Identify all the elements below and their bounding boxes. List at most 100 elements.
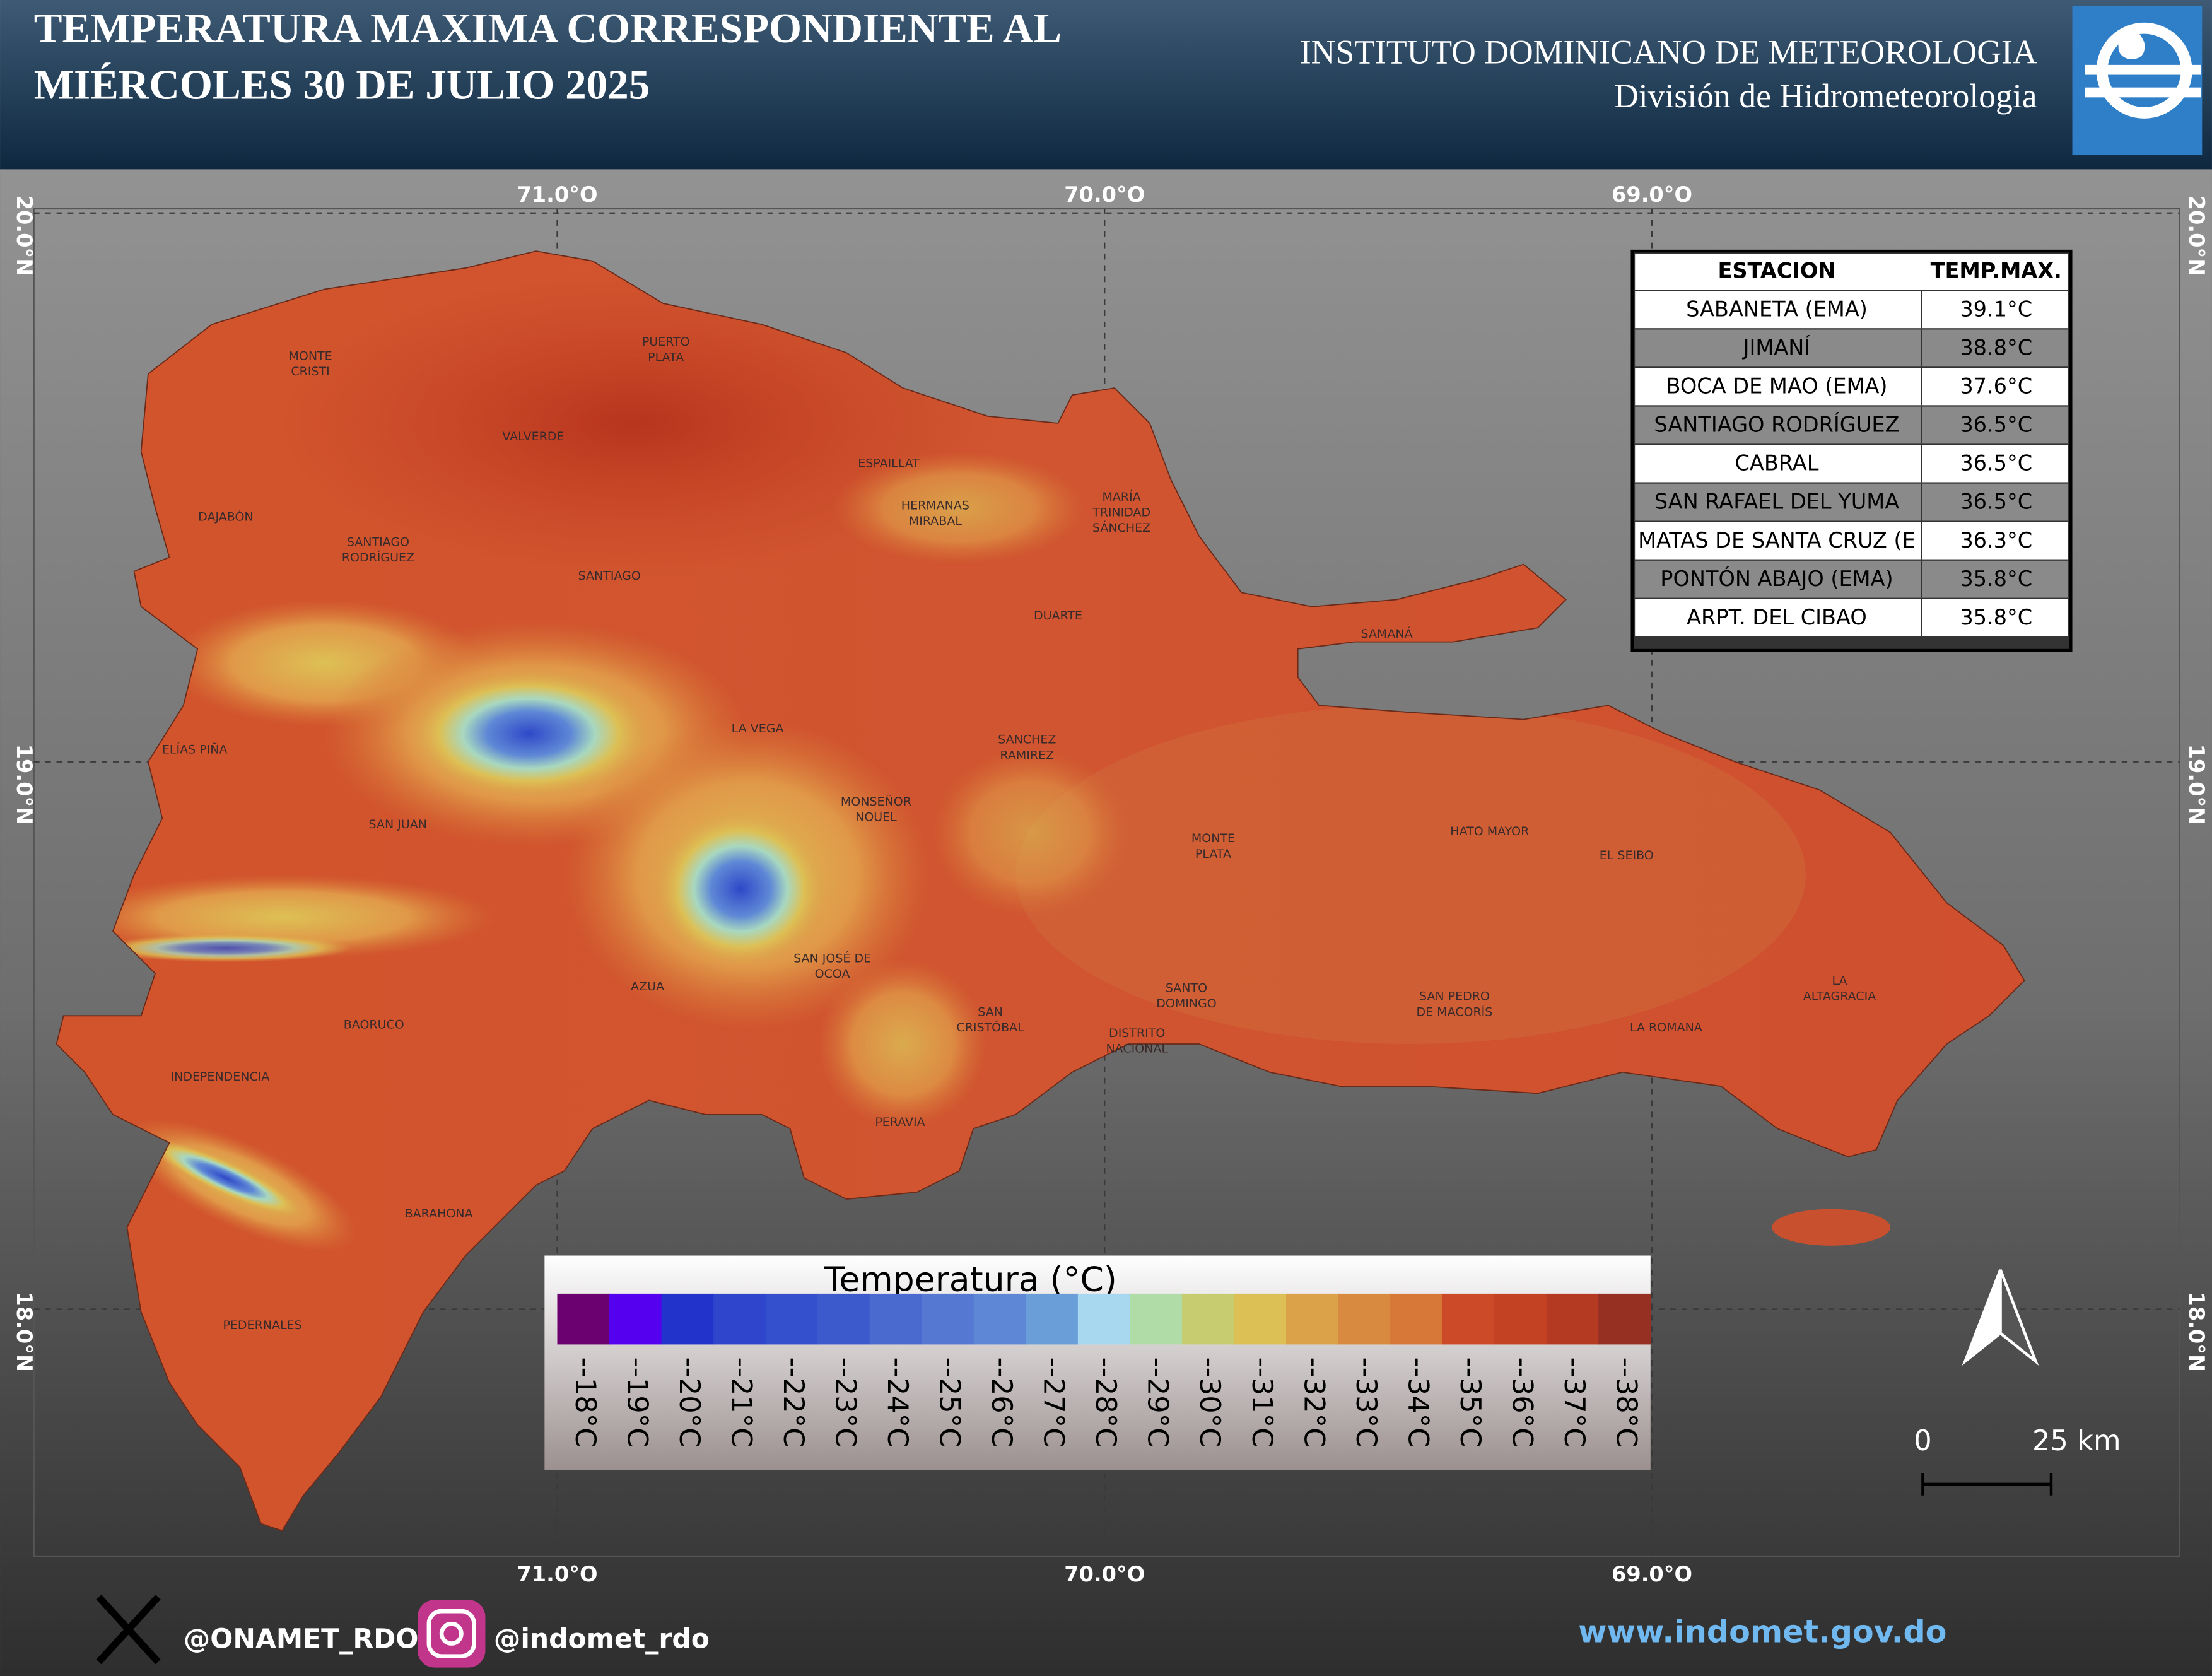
province-label: SAMANÁ <box>1361 626 1413 641</box>
province-label: INDEPENDENCIA <box>171 1070 270 1084</box>
province-label: SANCHEZ <box>998 733 1056 747</box>
latitude-label: 19.0°N <box>2184 744 2209 825</box>
legend-label: --38°C <box>1610 1357 1644 1448</box>
province-label: NOUEL <box>855 811 897 824</box>
instagram-handle[interactable]: @indomet_rdo <box>494 1624 710 1655</box>
legend-swatch <box>557 1293 611 1345</box>
legend-label: --19°C <box>621 1357 654 1448</box>
scale-bar: 0 25 km <box>1914 1424 2121 1496</box>
province-label: SÁNCHEZ <box>1092 520 1150 535</box>
legend-label: --28°C <box>1089 1357 1123 1448</box>
table-row <box>1635 368 2068 406</box>
station-name: JIMANÍ <box>1742 334 1811 360</box>
province-label: MONTE <box>1191 831 1235 845</box>
station-temp: 35.8°C <box>1960 605 2032 630</box>
latitude-label: 18.0°N <box>2184 1292 2209 1373</box>
station-name: SABANETA (EMA) <box>1686 296 1868 321</box>
legend-swatch <box>1598 1293 1651 1345</box>
legend-label: --26°C <box>985 1357 1019 1448</box>
province-label: PLATA <box>1195 847 1231 861</box>
coordinate-labels: 71.0°O 71.0°O 70.0°O 70.0°O 69.0°O 69.0°O 20.0… <box>12 182 2209 1586</box>
province-label: PUERTO <box>642 335 690 349</box>
longitude-label: 70.0°O <box>1064 182 1145 207</box>
province-label: VALVERDE <box>502 430 564 443</box>
institute-name: INSTITUTO DOMINICANO DE METEOROLOGIA <box>1300 33 2037 71</box>
instagram-icon <box>418 1600 486 1668</box>
station-temp: 36.5°C <box>1960 413 2032 437</box>
temperature-legend: Temperatura (°C) --18°C --19°C --20°C --21°… <box>544 1255 1651 1470</box>
province-label: ESPAILLAT <box>858 456 920 470</box>
station-name: CABRAL <box>1735 451 1819 476</box>
legend-label: --37°C <box>1558 1357 1591 1448</box>
legend-label: --20°C <box>673 1357 706 1448</box>
station-temp: 36.3°C <box>1960 528 2032 553</box>
legend-label: --22°C <box>777 1357 810 1448</box>
table-row <box>1635 291 2068 329</box>
legend-label: --32°C <box>1297 1357 1331 1448</box>
province-label: SANTIAGO <box>578 569 641 583</box>
province-label: DUARTE <box>1034 609 1082 623</box>
province-label: EL SEIBO <box>1600 848 1654 862</box>
legend-swatch <box>973 1293 1027 1345</box>
table-row <box>1635 406 2068 444</box>
station-temp: 35.8°C <box>1960 566 2032 591</box>
station-name: BOCA DE MAO (EMA) <box>1666 374 1887 399</box>
province-label: DAJABÓN <box>198 508 253 524</box>
website[interactable]: www.indomet.gov.do <box>1578 1613 1946 1650</box>
longitude-label: 70.0°O <box>1064 1562 1145 1586</box>
province-label: BARAHONA <box>405 1207 473 1221</box>
longitude-label: 71.0°O <box>517 1562 597 1586</box>
province-label: DOMINGO <box>1156 997 1216 1011</box>
table-row <box>1635 329 2068 367</box>
station-table: ESTACION TEMP.MAX. SABANETA (EMA) 39.1°C JIM… <box>1630 249 2073 652</box>
x-handle[interactable]: @ONAMET_RDO <box>184 1624 419 1655</box>
north-arrow <box>1962 1269 2039 1366</box>
province-label: SAN PEDRO <box>1419 990 1490 1004</box>
legend-label: --30°C <box>1193 1357 1227 1448</box>
table-header <box>1635 254 2068 290</box>
province-label: NACIONAL <box>1106 1041 1168 1055</box>
latitude-label: 20.0°N <box>2184 196 2209 276</box>
province-label: TRINIDAD <box>1092 506 1150 520</box>
province-label: SANTO <box>1166 981 1207 995</box>
latitude-label: 18.0°N <box>12 1292 37 1373</box>
province-label: SAN <box>978 1005 1003 1019</box>
station-name: SANTIAGO RODRÍGUEZ <box>1654 412 1899 437</box>
province-label: ELÍAS PIÑA <box>162 742 228 756</box>
station-temp: 36.5°C <box>1960 451 2032 476</box>
province-label: CRISTI <box>291 365 329 378</box>
province-label: LA VEGA <box>732 722 784 735</box>
legend-swatch <box>713 1293 766 1345</box>
legend-swatch <box>1077 1293 1131 1345</box>
legend-swatch <box>869 1293 923 1345</box>
province-label: RODRÍGUEZ <box>342 550 414 565</box>
province-label: BAORUCO <box>344 1017 404 1031</box>
legend-label: --33°C <box>1350 1357 1383 1448</box>
legend-swatch <box>1546 1293 1600 1345</box>
province-label: PERAVIA <box>875 1115 925 1129</box>
table-row <box>1635 599 2068 636</box>
province-label: MIRABAL <box>909 514 962 528</box>
legend-swatch <box>765 1293 819 1345</box>
legend-label: --34°C <box>1402 1357 1435 1448</box>
province-label: RAMIREZ <box>1000 748 1054 762</box>
x-icon <box>96 1594 161 1665</box>
logo <box>2072 5 2203 156</box>
legend-swatch <box>1234 1293 1287 1345</box>
header-bar <box>0 0 2212 170</box>
legend-label: --35°C <box>1454 1357 1487 1448</box>
division-name: División de Hidrometeorologia <box>1614 77 2037 115</box>
province-label: LA <box>1832 974 1847 988</box>
longitude-label: 69.0°O <box>1612 1562 1692 1586</box>
station-name: MATAS DE SANTA CRUZ (E <box>1638 528 1916 553</box>
latitude-label: 20.0°N <box>12 196 37 276</box>
province-label: MONSEÑOR <box>841 794 911 809</box>
table-header-cell: ESTACION <box>1718 258 1836 283</box>
legend-swatch <box>609 1293 662 1345</box>
province-label: SAN JOSÉ DE <box>793 951 871 965</box>
legend-swatch <box>661 1293 715 1345</box>
province-label: PLATA <box>648 351 684 365</box>
station-name: SAN RAFAEL DEL YUMA <box>1654 489 1899 514</box>
legend-label: --24°C <box>881 1357 915 1448</box>
